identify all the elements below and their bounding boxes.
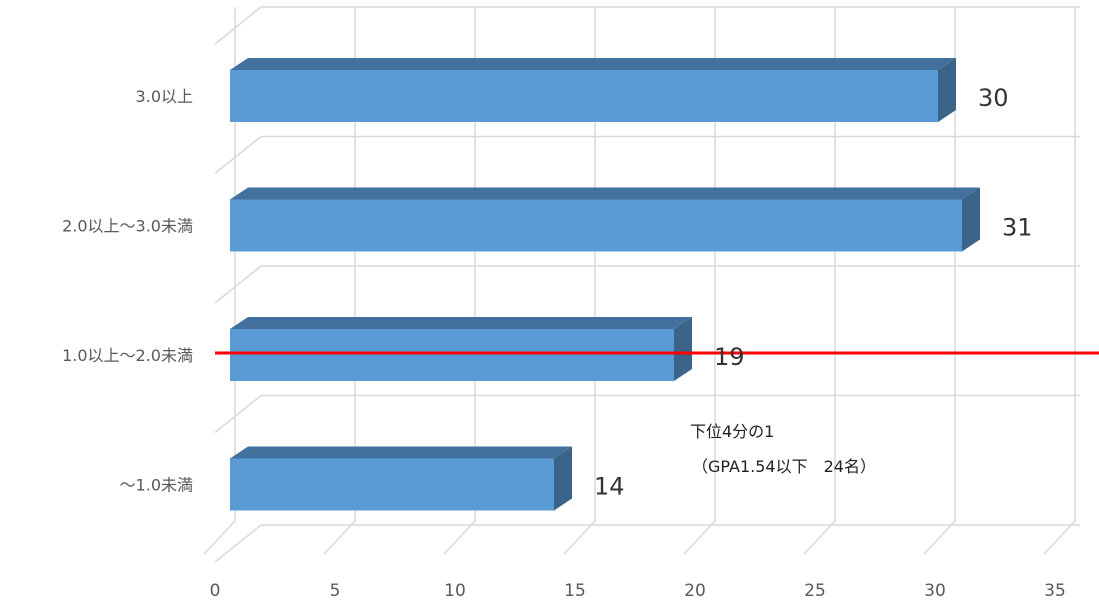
gridline-wall [214,6,262,45]
category-label: 3.0以上 [136,87,193,106]
gridline-floor [683,520,716,555]
bar [230,199,962,252]
bar [230,458,554,511]
x-tick-label: 25 [804,581,826,601]
gridline-floor [203,520,236,555]
labels-group: 0 5 10 15 20 25 30 35 30 3.0以上 31 2.0以上～3.0未満 19 1.0以… [62,84,1066,601]
category-label: ～1.0未満 [120,476,193,495]
gridline-wall [214,394,262,434]
category-label: 1.0以上～2.0未満 [62,346,193,365]
x-tick-label: 15 [564,581,586,601]
gridline-floor [323,520,356,555]
bar-top-face [230,58,956,70]
data-label: 30 [978,84,1009,112]
bar-top-face [230,187,980,200]
gridline-floor [803,520,836,555]
bar-side-face [554,446,572,511]
bar-side-face [962,187,980,252]
bar-top-face [230,317,692,329]
category-label: 2.0以上～3.0未満 [62,217,193,236]
gridline-wall [214,135,262,175]
x-tick-label: 30 [924,581,946,601]
x-tick-label: 5 [330,581,341,601]
data-label: 14 [594,473,625,501]
bars-group [230,58,980,511]
gridline-floor [923,520,956,555]
bar [230,329,674,381]
bar-side-face [938,58,956,122]
gridline-floor [1043,520,1076,555]
data-label: 31 [1002,214,1033,242]
x-tick-label: 10 [444,581,466,601]
gridline-floor [563,520,596,555]
gridline-wall [214,265,262,304]
bar-top-face [230,446,572,459]
data-label: 19 [714,343,745,371]
x-tick-label: 35 [1044,581,1066,601]
bar-side-face [674,317,692,381]
gridline-wall [214,524,262,563]
x-tick-label: 20 [684,581,706,601]
bar [230,70,938,122]
gridline-floor [443,520,476,555]
annotation-line1: 下位4分の1 [690,422,774,441]
x-tick-label: 0 [210,581,221,601]
annotation-line2: （GPA1.54以下 24名） [692,457,876,476]
